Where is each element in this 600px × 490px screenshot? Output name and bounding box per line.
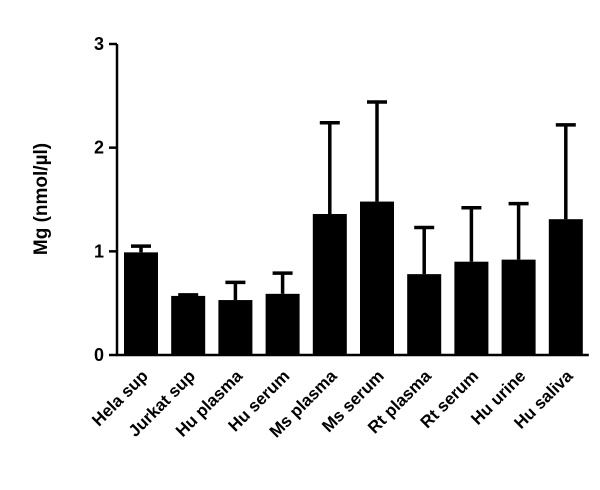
error-bar: [508, 201, 529, 260]
error-bar: [225, 280, 246, 301]
bar: [454, 261, 489, 355]
bars-layer: [124, 201, 583, 355]
bar: [407, 274, 442, 355]
error-bar: [367, 100, 387, 202]
bar: [360, 201, 394, 355]
bar: [218, 300, 253, 355]
y-tick-label: 0: [94, 345, 104, 365]
error-bar: [414, 225, 435, 275]
error-bar: [131, 244, 151, 253]
error-bar: [272, 271, 293, 294]
error-bar: [178, 293, 199, 297]
y-axis-title: Mg (nmol/µl): [31, 143, 52, 255]
error-bar: [319, 121, 340, 215]
y-ticks-layer: 0 1 2 3: [94, 34, 117, 365]
bar: [265, 293, 300, 355]
bar: [171, 295, 206, 355]
bar: [548, 219, 583, 355]
y-tick-label: 1: [94, 241, 104, 261]
bar: [501, 259, 536, 355]
bar: [312, 214, 347, 355]
error-bar: [461, 206, 482, 262]
bar: [124, 252, 158, 355]
error-bar: [555, 123, 576, 220]
error-bars-layer: [131, 100, 576, 301]
y-tick-label: 2: [94, 138, 104, 158]
y-tick-label: 3: [94, 34, 104, 54]
